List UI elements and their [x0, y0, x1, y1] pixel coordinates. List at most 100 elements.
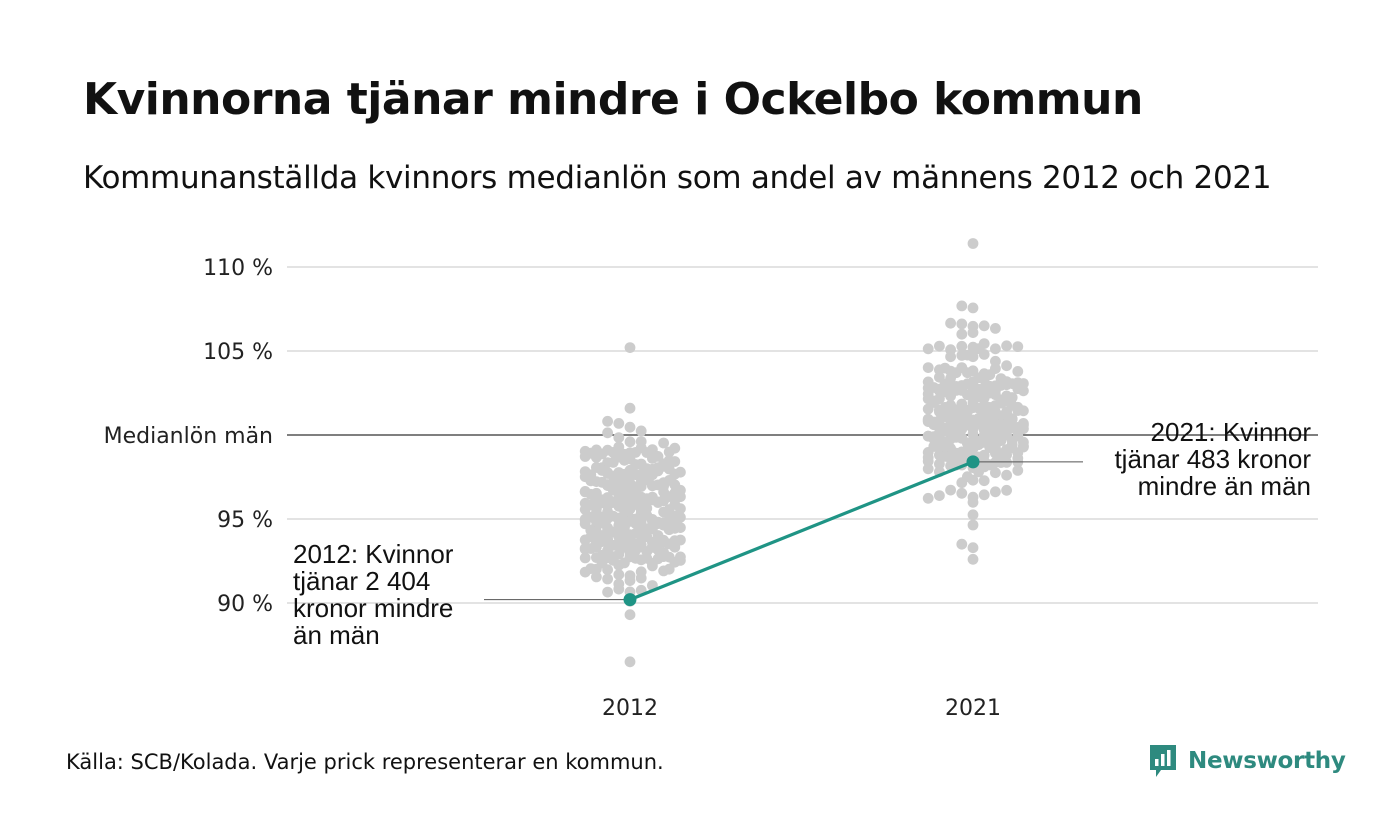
municipality-dot — [956, 538, 968, 550]
municipality-dot — [956, 340, 968, 352]
municipality-dot — [1001, 340, 1012, 352]
annotation-2012-line: 2012: Kvinnor — [293, 539, 454, 569]
municipality-dot — [922, 455, 934, 467]
annotation-2012-line: tjänar 2 404 — [293, 566, 431, 596]
municipality-dot — [1001, 360, 1012, 372]
x-tick-label: 2021 — [945, 696, 1001, 721]
municipality-dot — [579, 552, 591, 564]
municipality-dot — [585, 475, 597, 487]
municipality-dot — [624, 342, 636, 353]
highlight-line — [629, 460, 974, 602]
municipality-dot — [967, 553, 979, 565]
municipality-dot — [1012, 341, 1024, 352]
municipality-dot — [978, 392, 990, 404]
municipality-dot — [978, 489, 990, 501]
municipality-dot — [602, 534, 613, 546]
municipality-dot — [967, 238, 979, 249]
municipality-dot — [956, 328, 968, 340]
municipality-dot — [619, 557, 630, 569]
municipality-dot — [602, 468, 613, 479]
municipality-dot — [967, 428, 979, 440]
y-tick-label: 105 % — [203, 340, 273, 365]
municipality-dot — [922, 362, 934, 373]
municipality-dot — [602, 586, 613, 598]
municipality-dot — [967, 496, 979, 508]
municipality-dot — [956, 477, 968, 489]
municipality-dot — [928, 441, 940, 452]
municipality-dot — [675, 555, 686, 566]
newsworthy-logo: Newsworthy — [1148, 744, 1346, 778]
municipality-dot — [1012, 405, 1024, 416]
municipality-dot — [990, 447, 1001, 459]
municipality-dot — [602, 427, 613, 439]
grid-lines — [287, 266, 1318, 604]
municipality-dot — [619, 541, 630, 553]
municipality-dot — [1012, 465, 1024, 476]
municipality-dot — [591, 452, 602, 463]
municipality-dot — [579, 451, 591, 462]
municipality-dot — [1001, 469, 1012, 481]
y-tick-label: 90 % — [217, 592, 273, 617]
municipality-dot — [602, 415, 613, 427]
municipality-dot — [922, 463, 934, 475]
x-tick-label: 2012 — [602, 696, 658, 721]
municipality-dot — [675, 522, 686, 533]
x-axis-tick-labels: 2012 2021 — [602, 696, 1001, 721]
highlight-point — [966, 455, 980, 469]
municipality-dot — [950, 385, 962, 396]
municipality-dot — [990, 467, 1001, 479]
municipality-dot — [945, 484, 956, 496]
highlight-series — [623, 455, 980, 607]
municipality-dot — [1012, 426, 1024, 438]
municipality-dot — [1001, 379, 1012, 391]
municipality-dot — [647, 515, 658, 527]
municipality-dot — [973, 466, 984, 478]
municipality-dot — [613, 432, 625, 443]
municipality-dot — [635, 572, 647, 584]
municipality-dot — [624, 575, 636, 586]
municipality-dot — [945, 450, 956, 462]
municipality-dot — [579, 566, 591, 578]
annotation-2021-line: mindre än män — [1137, 471, 1311, 501]
municipality-dot — [585, 543, 597, 554]
municipality-dot — [585, 499, 597, 511]
municipality-dot — [602, 573, 613, 585]
municipality-dot — [647, 453, 658, 464]
annotation-2021-line: tjänar 483 kronor — [1114, 444, 1311, 474]
municipality-dot — [675, 466, 686, 478]
annotation-2012: 2012: Kvinnor tjänar 2 404 kronor mindre… — [293, 541, 453, 649]
municipality-dot — [663, 524, 675, 536]
municipality-dot — [630, 486, 641, 497]
municipality-dot — [945, 351, 956, 363]
municipality-dot — [934, 458, 945, 470]
newsworthy-logo-icon — [1150, 745, 1176, 777]
municipality-dot — [967, 519, 979, 531]
municipality-dot — [967, 351, 979, 363]
y-tick-label: 95 % — [217, 508, 273, 533]
municipality-dot — [990, 343, 1001, 355]
municipality-dot — [658, 437, 669, 449]
municipality-dot — [647, 523, 658, 535]
municipality-dot — [967, 542, 979, 554]
municipality-dot — [945, 317, 956, 329]
municipality-dot — [990, 323, 1001, 334]
municipality-dot — [962, 367, 973, 379]
municipality-dot — [658, 565, 669, 577]
municipality-dot — [1001, 449, 1012, 461]
municipality-dot — [607, 457, 619, 468]
municipality-dot — [658, 534, 669, 546]
municipality-dot — [663, 446, 675, 458]
municipality-dot — [669, 539, 681, 551]
municipality-dot — [624, 609, 636, 621]
municipality-dot — [962, 389, 973, 401]
municipality-dot — [663, 463, 675, 475]
annotation-2012-line: än män — [293, 620, 380, 650]
municipality-dot — [1018, 441, 1029, 453]
municipality-dot — [1012, 366, 1024, 377]
municipality-dot — [967, 509, 979, 521]
municipality-dot — [613, 569, 625, 580]
highlight-point — [623, 593, 637, 607]
municipality-dot — [613, 418, 625, 429]
municipality-dot — [624, 421, 636, 433]
